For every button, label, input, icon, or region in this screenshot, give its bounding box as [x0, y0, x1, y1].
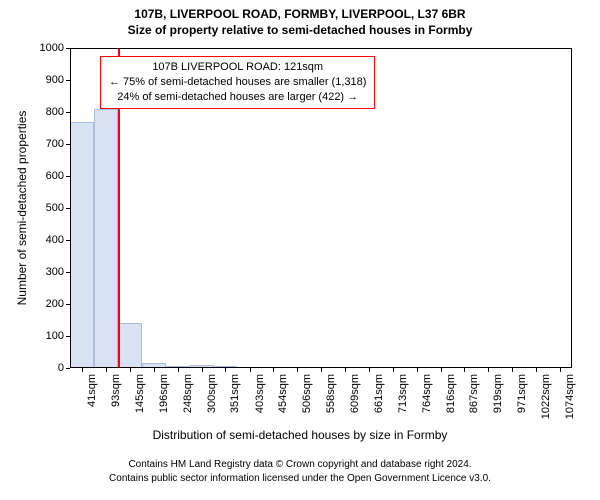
y-tick-mark	[66, 272, 70, 273]
x-tick-mark	[441, 368, 442, 372]
x-tick-mark	[393, 368, 394, 372]
title-line-2: Size of property relative to semi-detach…	[0, 22, 600, 38]
x-tick-mark	[321, 368, 322, 372]
x-tick-mark	[297, 368, 298, 372]
y-tick-mark	[66, 368, 70, 369]
footer-line-2: Contains public sector information licen…	[0, 472, 600, 486]
x-tick-label: 454sqm	[277, 374, 289, 413]
x-tick-mark	[417, 368, 418, 372]
x-tick-label: 971sqm	[516, 374, 528, 413]
y-tick-mark	[66, 48, 70, 49]
x-tick-label: 661sqm	[373, 374, 385, 413]
x-tick-label: 403sqm	[254, 374, 266, 413]
x-tick-label: 1022sqm	[540, 374, 552, 419]
x-tick-label: 919sqm	[492, 374, 504, 413]
y-axis-label: Number of semi-detached properties	[15, 111, 29, 306]
y-tick-mark	[66, 80, 70, 81]
x-tick-mark	[202, 368, 203, 372]
x-tick-mark	[488, 368, 489, 372]
y-tick-mark	[66, 304, 70, 305]
y-tick-mark	[66, 336, 70, 337]
x-tick-mark	[130, 368, 131, 372]
x-tick-label: 506sqm	[301, 374, 313, 413]
x-tick-label: 713sqm	[397, 374, 409, 413]
title-line-1: 107B, LIVERPOOL ROAD, FORMBY, LIVERPOOL,…	[0, 6, 600, 22]
y-tick-mark	[66, 176, 70, 177]
x-tick-label: 351sqm	[229, 374, 241, 413]
x-tick-mark	[345, 368, 346, 372]
x-tick-mark	[225, 368, 226, 372]
x-tick-label: 1074sqm	[564, 374, 576, 419]
x-tick-label: 867sqm	[468, 374, 480, 413]
chart-title: 107B, LIVERPOOL ROAD, FORMBY, LIVERPOOL,…	[0, 6, 600, 38]
x-tick-mark	[512, 368, 513, 372]
y-tick-mark	[66, 144, 70, 145]
x-tick-label: 93sqm	[110, 374, 122, 407]
x-tick-label: 558sqm	[325, 374, 337, 413]
annotation-line-1: 107B LIVERPOOL ROAD: 121sqm	[109, 60, 366, 75]
footer-line-1: Contains HM Land Registry data © Crown c…	[0, 458, 600, 472]
x-tick-mark	[536, 368, 537, 372]
x-tick-mark	[154, 368, 155, 372]
x-tick-label: 145sqm	[134, 374, 146, 413]
y-tick-mark	[66, 112, 70, 113]
x-tick-label: 300sqm	[206, 374, 218, 413]
x-tick-label: 196sqm	[158, 374, 170, 413]
x-tick-label: 41sqm	[86, 374, 98, 407]
x-tick-mark	[250, 368, 251, 372]
x-tick-mark	[178, 368, 179, 372]
x-tick-label: 816sqm	[445, 374, 457, 413]
x-tick-label: 248sqm	[182, 374, 194, 413]
x-tick-mark	[464, 368, 465, 372]
x-axis-label: Distribution of semi-detached houses by …	[0, 428, 600, 442]
x-tick-mark	[560, 368, 561, 372]
annotation-line-3: 24% of semi-detached houses are larger (…	[109, 90, 366, 105]
x-tick-label: 609sqm	[349, 374, 361, 413]
annotation-box: 107B LIVERPOOL ROAD: 121sqm ← 75% of sem…	[100, 56, 375, 109]
x-tick-mark	[369, 368, 370, 372]
x-tick-mark	[273, 368, 274, 372]
annotation-line-2: ← 75% of semi-detached houses are smalle…	[109, 75, 366, 90]
plot-area: 107B LIVERPOOL ROAD: 121sqm ← 75% of sem…	[70, 48, 572, 368]
x-tick-mark	[82, 368, 83, 372]
x-tick-label: 764sqm	[421, 374, 433, 413]
footer-attribution: Contains HM Land Registry data © Crown c…	[0, 458, 600, 485]
y-tick-mark	[66, 208, 70, 209]
y-tick-mark	[66, 240, 70, 241]
x-tick-mark	[106, 368, 107, 372]
